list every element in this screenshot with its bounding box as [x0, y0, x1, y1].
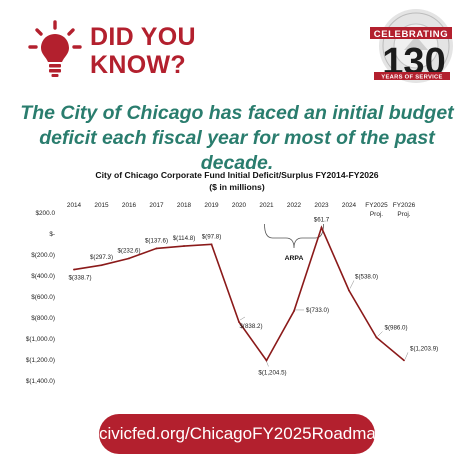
- y-tick-label: $(400.0): [31, 273, 55, 280]
- chart-subtitle: ($ in millions): [209, 182, 265, 192]
- website-link-button[interactable]: civicfed.org/ChicagoFY2025Roadmap: [99, 414, 385, 454]
- y-tick-label: $200.0: [35, 210, 55, 217]
- x-tick-label: 2017: [149, 202, 164, 209]
- x-tick-label: 2022: [287, 202, 302, 209]
- did-you-text: DID YOU: [90, 23, 196, 51]
- know-text: KNOW?: [90, 51, 186, 79]
- data-point: [348, 289, 350, 292]
- x-tick-label: 2014: [67, 202, 82, 209]
- data-point: [210, 243, 213, 246]
- data-label: $(137.6): [145, 237, 168, 244]
- data-label: $(97.8): [202, 233, 222, 240]
- data-point: [320, 226, 323, 229]
- y-tick-label: $(600.0): [31, 294, 55, 301]
- data-point: [128, 257, 130, 260]
- data-point: [73, 268, 75, 271]
- y-axis-labels: $200.0 $- $(200.0) $(400.0) $(600.0) $(800.0)…: [26, 210, 56, 385]
- y-tick-label: $(1,000.0): [26, 336, 55, 343]
- arpa-label: ARPA: [285, 255, 304, 262]
- x-tick-label: 2023: [314, 202, 329, 209]
- x-tick-label: FY2026: [393, 202, 416, 209]
- x-tick-label: Proj.: [397, 211, 410, 218]
- deficit-line-chart: City of Chicago Corporate Fund Initial D…: [26, 170, 438, 385]
- x-axis-labels: 2014 2015 2016 2017 2018 2019 2020 2021 2022 2023…: [67, 202, 416, 218]
- data-label-leader: [349, 280, 355, 289]
- x-tick-label: 2020: [232, 202, 247, 209]
- data-label-leader: [404, 352, 409, 360]
- y-tick-label: $(200.0): [31, 252, 55, 259]
- data-label: $(986.0): [385, 325, 408, 332]
- data-point: [183, 245, 185, 247]
- data-label-leader: [377, 331, 383, 337]
- x-tick-label: 2021: [259, 202, 274, 209]
- y-tick-label: $(1,400.0): [26, 378, 55, 385]
- data-point: [100, 264, 103, 267]
- header: DID YOU KNOW? CELEBRATING 130 YEARS OF S…: [0, 0, 474, 90]
- data-label: $(232.6): [117, 247, 140, 254]
- data-point: [293, 310, 295, 312]
- data-point: [403, 359, 405, 362]
- data-label: $(297.3): [90, 254, 113, 261]
- arpa-bracket: [264, 223, 324, 249]
- y-tick-label: $-: [49, 231, 55, 238]
- data-label: $(733.0): [306, 307, 329, 314]
- x-tick-label: 2018: [177, 202, 192, 209]
- anniversary-seal-logo: CELEBRATING 130 YEARS OF SERVICE: [370, 9, 453, 83]
- data-label: $(1,204.5): [258, 369, 286, 376]
- headline: The City of Chicago has faced an initial…: [20, 102, 454, 174]
- data-point: [265, 359, 268, 362]
- x-tick-label: FY2025: [365, 202, 388, 209]
- seal-celebrating-text: CELEBRATING: [374, 29, 449, 40]
- x-tick-label: 2019: [204, 202, 219, 209]
- x-tick-label: 2015: [94, 202, 109, 209]
- data-label-leader: [239, 316, 246, 321]
- arpa-annotation: ARPA: [264, 223, 324, 262]
- did-you-know-heading: DID YOU KNOW?: [90, 23, 196, 79]
- chart-title: City of Chicago Corporate Fund Initial D…: [95, 170, 378, 180]
- x-tick-label: Proj.: [370, 211, 383, 218]
- lightbulb-icon: [28, 20, 82, 77]
- data-labels: $(338.7) $(297.3) $(232.6) $(137.6) $(114.8)…: [68, 217, 438, 377]
- data-label: $(338.7): [68, 275, 91, 282]
- series-line: [73, 225, 405, 362]
- y-tick-label: $(800.0): [31, 315, 55, 322]
- data-label: $61.7: [314, 217, 330, 224]
- data-label: $(538.0): [355, 273, 378, 280]
- seal-tagline-text: YEARS OF SERVICE: [381, 74, 442, 80]
- y-tick-label: $(1,200.0): [26, 357, 55, 364]
- data-point: [155, 247, 158, 250]
- data-label-leader: [266, 361, 269, 367]
- data-point: [238, 321, 240, 323]
- data-point: [375, 336, 378, 339]
- data-label: $(114.8): [173, 235, 196, 242]
- x-tick-label: 2016: [122, 202, 137, 209]
- data-label: $(838.2): [239, 323, 262, 330]
- data-label: $(1,203.9): [410, 345, 438, 352]
- x-tick-label: 2024: [342, 202, 357, 209]
